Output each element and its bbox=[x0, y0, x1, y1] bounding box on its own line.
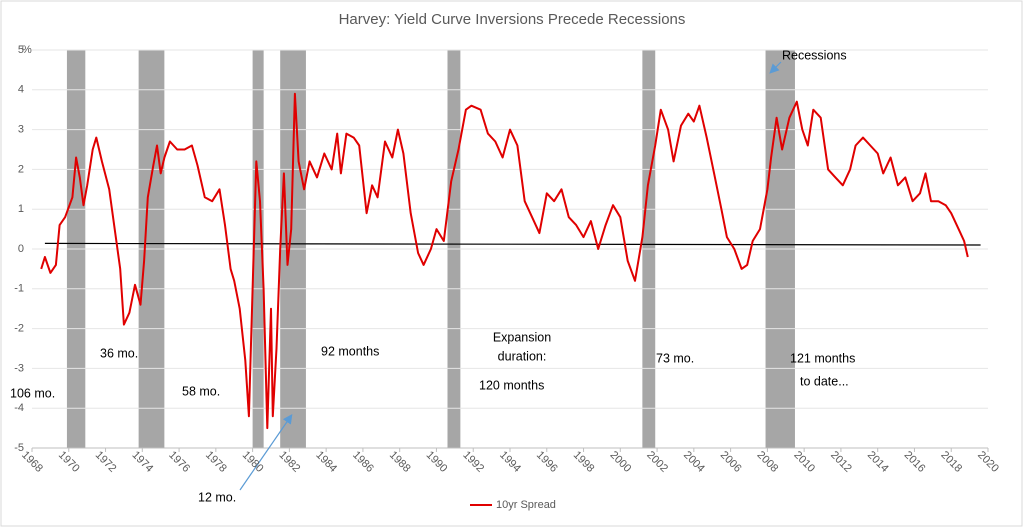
y-axis-label: % bbox=[22, 44, 32, 56]
lines bbox=[40, 92, 981, 430]
y-tick-label: -2 bbox=[14, 323, 24, 335]
annotation: 58 mo. bbox=[182, 384, 220, 398]
legend: 10yr Spread bbox=[470, 499, 556, 511]
annotation: Expansion bbox=[493, 330, 551, 344]
legend-label: 10yr Spread bbox=[496, 499, 556, 511]
annotation: 36 mo. bbox=[100, 346, 138, 360]
arrow bbox=[769, 61, 782, 74]
annotation: 120 months bbox=[479, 378, 544, 392]
annotation: 12 mo. bbox=[198, 490, 236, 504]
chart-title: Harvey: Yield Curve Inversions Precede R… bbox=[339, 11, 686, 28]
annotation: Recessions bbox=[782, 48, 847, 62]
y-tick-label: 4 bbox=[18, 84, 24, 96]
annotation: 121 months bbox=[790, 351, 855, 365]
y-tick-label: 2 bbox=[18, 163, 24, 175]
y-tick-label: -5 bbox=[14, 442, 24, 454]
series-line bbox=[40, 92, 969, 430]
y-tick-label: 0 bbox=[18, 243, 24, 255]
annotation: duration: bbox=[498, 349, 547, 363]
baseline bbox=[44, 242, 981, 246]
y-tick-label: 1 bbox=[18, 203, 24, 215]
arrow bbox=[239, 414, 293, 491]
y-tick-label: -3 bbox=[14, 362, 24, 374]
annotation: 106 mo. bbox=[10, 386, 55, 400]
annotation: 73 mo. bbox=[656, 351, 694, 365]
y-tick-label: -1 bbox=[14, 283, 24, 295]
grid bbox=[31, 49, 989, 452]
y-tick-label: 3 bbox=[18, 124, 24, 136]
y-tick-label: -4 bbox=[14, 402, 24, 414]
annotation: to date... bbox=[800, 374, 849, 388]
y-tick-label: 5 bbox=[18, 44, 24, 56]
annotation: 92 months bbox=[321, 344, 379, 358]
